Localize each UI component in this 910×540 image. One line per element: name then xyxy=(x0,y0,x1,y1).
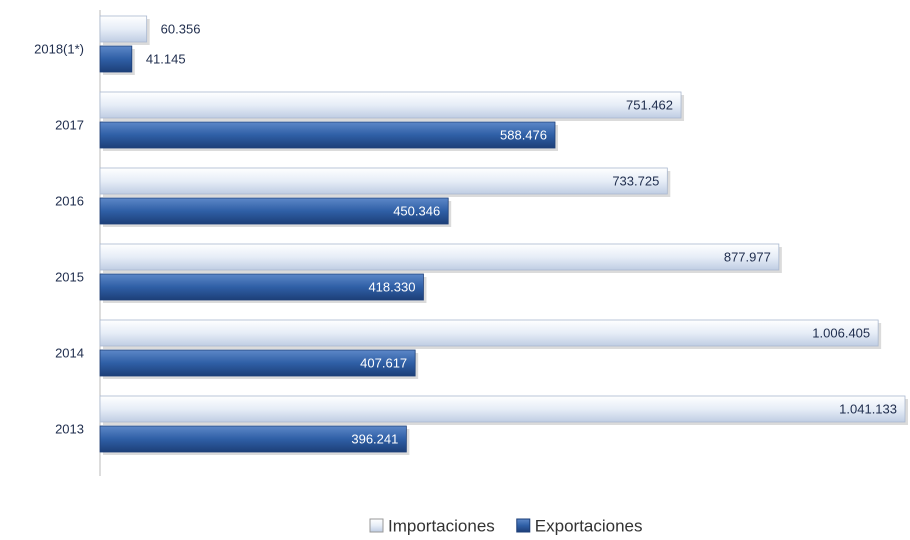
bar xyxy=(99,273,424,301)
legend-label: Exportaciones xyxy=(535,516,643,535)
y-tick-label: 2013 xyxy=(55,421,84,436)
data-label: 1.041.133 xyxy=(839,401,897,416)
bar xyxy=(99,319,879,347)
data-label: 751.462 xyxy=(626,97,673,112)
y-tick-label: 2017 xyxy=(55,117,84,132)
bar xyxy=(99,91,682,119)
legend-swatch xyxy=(516,518,531,533)
bar xyxy=(99,167,668,195)
y-tick-label: 2015 xyxy=(55,269,84,284)
data-label: 1.006.405 xyxy=(812,325,870,340)
data-label: 41.145 xyxy=(146,51,186,66)
data-label: 588.476 xyxy=(500,127,547,142)
legend-label: Importaciones xyxy=(388,516,495,535)
bar xyxy=(99,121,556,149)
bar xyxy=(99,425,407,453)
bar xyxy=(99,15,148,43)
bar xyxy=(99,45,133,73)
y-tick-label: 2018(1*) xyxy=(34,41,84,56)
bar xyxy=(99,349,416,377)
data-label: 877.977 xyxy=(724,249,771,264)
data-label: 60.356 xyxy=(161,21,201,36)
data-label: 396.241 xyxy=(351,431,398,446)
bar xyxy=(99,395,906,423)
data-label: 407.617 xyxy=(360,355,407,370)
bar xyxy=(99,197,449,225)
y-tick-label: 2014 xyxy=(55,345,84,360)
data-label: 733.725 xyxy=(612,173,659,188)
bar xyxy=(99,243,780,271)
data-label: 450.346 xyxy=(393,203,440,218)
legend-swatch xyxy=(369,518,384,533)
y-tick-label: 2016 xyxy=(55,193,84,208)
data-label: 418.330 xyxy=(368,279,415,294)
